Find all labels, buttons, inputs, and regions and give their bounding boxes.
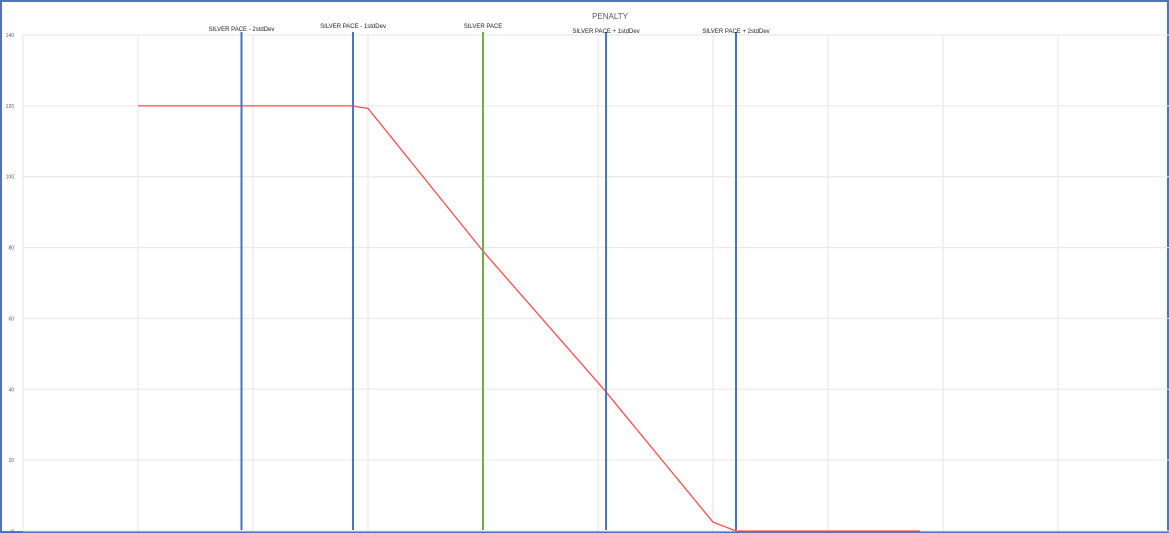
- y-tick-label: 80: [8, 246, 14, 252]
- marker-label: SILVER PACE - 1stdDev: [320, 24, 386, 30]
- y-tick-label: 140: [6, 33, 15, 39]
- y-tick-label: 40: [8, 387, 14, 393]
- y-tick-label: 100: [6, 175, 15, 181]
- marker-label: SILVER PACE + 2stdDev: [702, 29, 769, 35]
- marker-label: SILVER PACE + 1stdDev: [572, 29, 639, 35]
- y-tick-label: 60: [8, 316, 14, 322]
- y-tick-label: 120: [6, 104, 15, 110]
- marker-label: SILVER PACE: [464, 24, 502, 30]
- marker-label: SILVER PACE - 2stdDev: [209, 27, 275, 33]
- chart-title: PENALTY: [592, 12, 629, 21]
- y-tick-label: 0: [11, 529, 14, 533]
- y-tick-label: 20: [8, 458, 14, 464]
